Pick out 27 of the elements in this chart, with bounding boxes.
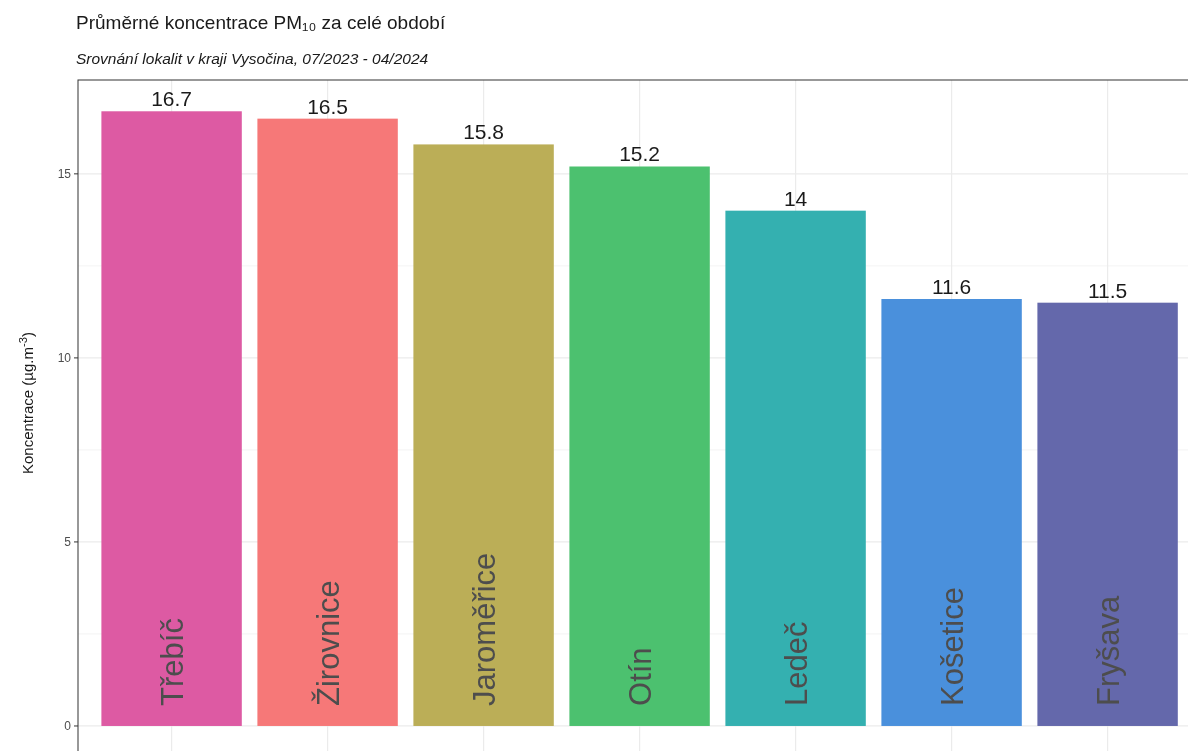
data-label: 16.5 (307, 94, 349, 118)
data-label: 14 (783, 186, 808, 210)
chart-subtitle: Srovnání lokalit v kraji Vysočina, 07/2023 - 04/2024 (76, 50, 429, 67)
data-label: 11.5 (1087, 278, 1128, 302)
y-tick-label: 10 (57, 351, 72, 366)
x-tick-label: Ledeč (778, 621, 814, 706)
bar (101, 111, 242, 726)
data-label: 15.2 (619, 142, 661, 166)
bar (725, 210, 866, 726)
x-tick-label: Otín (622, 647, 658, 706)
y-tick-label: 15 (57, 167, 72, 182)
x-tick-label: Fryšava (1090, 594, 1126, 706)
data-label: 15.8 (463, 120, 505, 144)
bar (881, 299, 1022, 726)
y-tick-label: 0 (64, 719, 72, 734)
data-label: 11.6 (931, 275, 972, 298)
chart-title: Průměrné koncentrace PM₁₀ za celé období (76, 12, 446, 33)
x-tick-label: Třebíč (154, 618, 190, 706)
data-label: 16.7 (151, 87, 193, 111)
x-tick-label: Žirovnice (310, 580, 346, 706)
bar (413, 144, 554, 726)
x-tick-label: Jaroměřice (466, 552, 502, 706)
bar (1037, 302, 1178, 726)
y-tick-label: 5 (64, 535, 72, 550)
bar (569, 166, 710, 726)
bar (257, 118, 398, 726)
x-tick-label: Košetice (934, 587, 970, 706)
